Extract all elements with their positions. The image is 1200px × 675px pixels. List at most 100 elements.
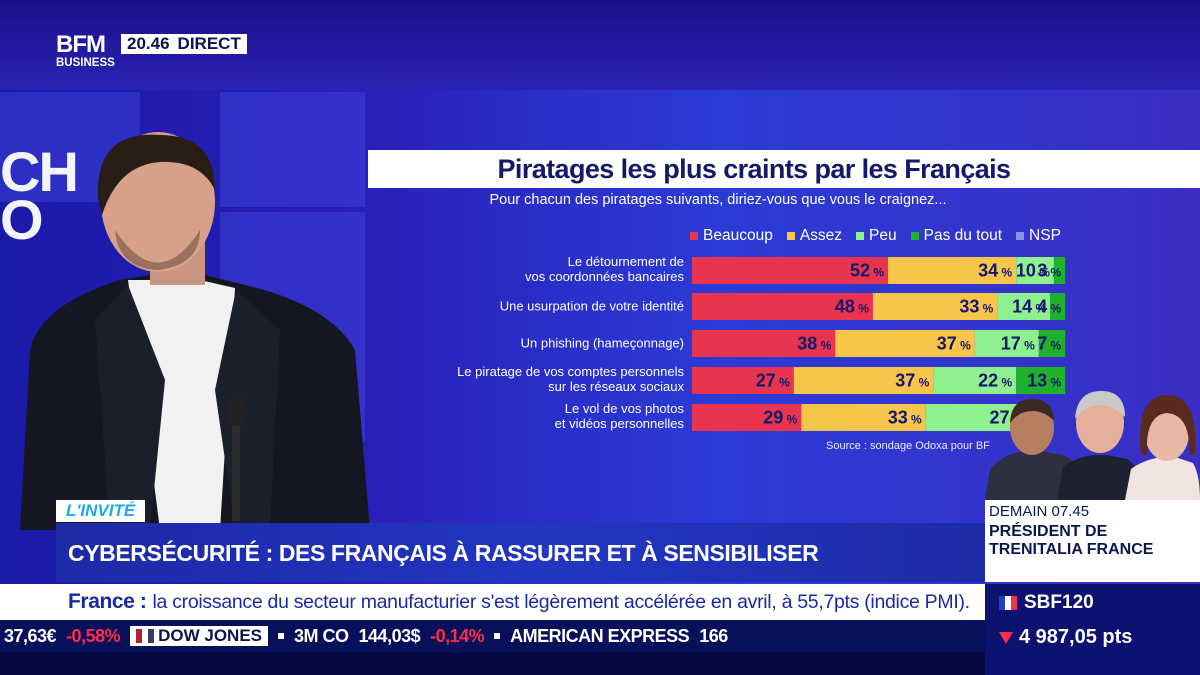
upcoming-show-box: DEMAIN 07.45 PRÉSIDENT DE TRENITALIA FRA… — [985, 500, 1200, 582]
microphone-stand — [232, 406, 240, 521]
studio-wall-text-line2: O — [0, 188, 44, 251]
legend-item: Beaucoup — [690, 227, 773, 245]
ticker-change: -0,58% — [66, 625, 121, 646]
bar-value-label: 13 % — [1027, 371, 1061, 391]
bar-value-label: 52 % — [850, 261, 884, 281]
bar-segment — [692, 367, 794, 394]
bar-segment — [1016, 367, 1066, 394]
index-value-row: 4 987,05 pts — [999, 626, 1132, 649]
ticker-index-badge: DOW JONES — [130, 626, 269, 646]
bar-segment — [872, 293, 998, 320]
category-label-line: Une usurpation de votre identité — [500, 299, 684, 314]
ticker-change: -0,14% — [430, 625, 485, 646]
category-label-line: sur les réseaux sociaux — [548, 379, 684, 394]
ticker-name: AMERICAN EXPRESS — [510, 625, 690, 646]
presenter-2-face — [1076, 393, 1124, 453]
bar-value-number: 27 — [989, 408, 1009, 428]
bar-segment — [692, 404, 802, 431]
legend-swatch — [910, 232, 919, 240]
logo-bfm: BFM — [56, 31, 106, 58]
bar-value-unit: % — [957, 339, 971, 353]
bar-value-unit: % — [1047, 266, 1061, 280]
bar-value-number: 29 — [763, 408, 783, 428]
bar-value-number: 10 — [1016, 261, 1036, 281]
index-name: SBF120 — [1024, 592, 1094, 613]
bar-segment — [692, 330, 836, 357]
bar-value-unit: % — [870, 266, 884, 280]
bar-value-unit: % — [783, 413, 797, 427]
bar-value-unit: % — [915, 376, 929, 390]
category-label: Le vol de vos photos et vidéos personnell… — [555, 401, 685, 431]
bar-value-unit: % — [998, 266, 1012, 280]
bar-value-unit: % — [979, 302, 993, 316]
bar-value-label: 33 % — [888, 408, 922, 428]
ticker-value: 37,63€ — [4, 625, 57, 646]
ticker-value: 144,03$ — [358, 625, 421, 646]
ticker-value: 166 — [699, 625, 728, 646]
legend-label: Beaucoup — [703, 227, 773, 244]
ticker-separator — [494, 633, 501, 639]
legend-item: Assez — [786, 227, 843, 245]
bar-value-number: 33 — [959, 297, 979, 317]
legend-item: Pas du tout — [910, 227, 1002, 245]
headline-bar: CYBERSÉCURITÉ : DES FRANÇAIS À RASSURER … — [56, 523, 985, 582]
bar-segment — [1038, 330, 1066, 357]
bar-segment — [888, 257, 1017, 284]
index-value: 4 987,05 pts — [1019, 626, 1133, 648]
us-flag-icon — [136, 629, 155, 643]
news-text: la croissance du secteur manufacturier s… — [152, 590, 971, 613]
category-label-line: Le vol de vos photos — [565, 401, 685, 416]
bar-value-label: 38 % — [797, 334, 831, 354]
legend-label: Assez — [799, 227, 843, 244]
bar-value-label: 37 % — [937, 334, 971, 354]
bar-value-number: 38 — [797, 334, 817, 354]
bar-value-unit: % — [817, 339, 831, 353]
category-label: Un phishing (hameçonnage) — [521, 336, 684, 351]
news-crawl: France : la croissance du secteur manufa… — [0, 584, 985, 620]
bar-value-number: 48 — [835, 297, 855, 317]
bar-value-label: 10 % — [1016, 261, 1050, 281]
legend-swatch — [1016, 232, 1025, 240]
guest-lapel-left — [95, 285, 165, 530]
legend-swatch — [786, 232, 795, 240]
bar-value-label: 7 % — [1037, 334, 1061, 354]
bar-value-unit: % — [776, 376, 790, 390]
bar-value-number: 14 — [1012, 297, 1032, 317]
france-flag-icon — [999, 596, 1017, 610]
legend-swatch — [856, 232, 865, 240]
category-label-line: Le piratage de vos comptes personnels — [457, 364, 684, 379]
guest-person — [20, 132, 370, 530]
category-label-line: Le détournement de — [568, 254, 684, 269]
category-label-line: et vidéos personnelles — [555, 416, 685, 431]
presenter-3-hair — [1140, 395, 1196, 455]
channel-logo: BFM BUSINESS — [56, 31, 118, 74]
bar-segment — [692, 257, 889, 284]
guest-beard — [115, 230, 200, 270]
index-name-row: SBF120 — [999, 592, 1094, 614]
bar-segment — [997, 293, 1051, 320]
bar-value-unit: % — [1032, 302, 1046, 316]
presenters-photo — [985, 391, 1200, 500]
legend-swatch — [690, 232, 698, 240]
category-label: Le détournement de vos coordonnées bancai… — [525, 254, 684, 284]
bar-value-number: 37 — [937, 334, 957, 354]
chart-legend: Beaucoup Assez Peu Pas du tout NSP — [690, 227, 1061, 245]
bar-segment — [974, 330, 1039, 357]
chart-plot: Le détournement de vos coordonnées bancai… — [457, 254, 1066, 431]
bar-segment — [801, 404, 926, 431]
clock-live-badge: 20.46 DIRECT — [121, 34, 247, 54]
chart-source: Source : sondage Odoxa pour BF — [826, 440, 990, 452]
bar-value-label: 34 % — [978, 261, 1012, 281]
bar-value-unit: % — [1047, 376, 1061, 390]
bar-value-unit: % — [1047, 302, 1061, 316]
bar-value-label: 3 % — [1037, 261, 1061, 281]
news-label: France : — [68, 590, 147, 613]
bar-value-number: 52 — [850, 261, 870, 281]
ticker-name: 3M CO — [294, 625, 349, 646]
presenter-2-suit — [1057, 455, 1147, 500]
guest-tag-label: L'INVITÉ — [66, 501, 136, 520]
presenter-1-hair — [1010, 399, 1054, 423]
chart-panel: Piratages les plus craints par les Franç… — [368, 150, 1200, 460]
chart-subtitle: Pour chacun des piratages suivants, diri… — [489, 192, 947, 208]
logo-business: BUSINESS — [56, 57, 115, 69]
